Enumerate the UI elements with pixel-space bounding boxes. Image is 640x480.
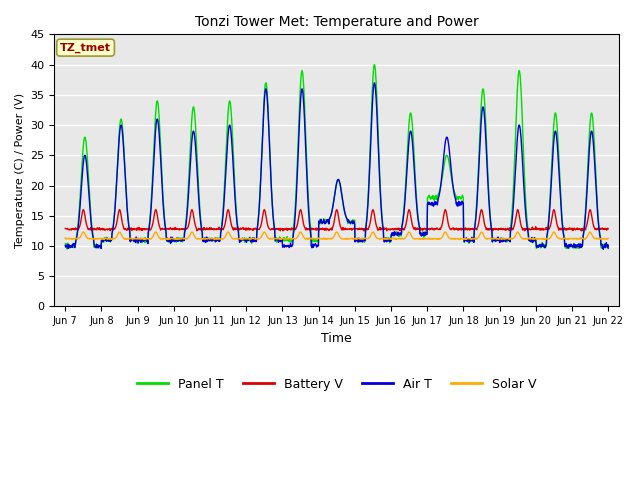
Battery V [422,227,429,232]
Line: Solar V: Solar V [65,232,608,240]
Air T [371,80,378,86]
Air T [182,222,190,228]
Battery V [360,228,368,234]
Battery V [79,207,87,213]
Air T [243,239,251,244]
Panel T [422,231,429,237]
Title: Tonzi Tower Met: Temperature and Power: Tonzi Tower Met: Temperature and Power [195,15,479,29]
Battery V [604,226,612,232]
Air T [421,230,429,236]
Air T [604,245,612,251]
Solar V [183,236,191,241]
Panel T [371,62,378,68]
Battery V [541,227,548,232]
Air T [600,246,607,252]
Solar V [604,236,612,241]
Solar V [79,229,87,235]
Panel T [63,246,71,252]
Panel T [493,237,500,242]
Air T [540,243,548,249]
Text: TZ_tmet: TZ_tmet [60,43,111,53]
Solar V [541,236,548,242]
Panel T [243,236,251,241]
Panel T [541,243,548,249]
Battery V [170,225,177,231]
Panel T [61,241,69,247]
Battery V [182,226,190,231]
Air T [61,242,69,248]
Battery V [61,226,69,231]
Solar V [244,236,252,241]
Line: Battery V: Battery V [65,210,608,231]
Panel T [182,214,190,220]
Panel T [170,238,177,244]
Solar V [170,236,177,242]
Line: Panel T: Panel T [65,65,608,249]
Solar V [422,235,429,241]
Air T [169,237,177,242]
Battery V [493,226,500,231]
Y-axis label: Temperature (C) / Power (V): Temperature (C) / Power (V) [15,93,25,248]
X-axis label: Time: Time [321,332,352,345]
Solar V [493,236,500,241]
Battery V [243,226,251,231]
Solar V [100,237,108,242]
Air T [492,238,500,243]
Panel T [604,242,612,248]
Line: Air T: Air T [65,83,608,249]
Legend: Panel T, Battery V, Air T, Solar V: Panel T, Battery V, Air T, Solar V [132,372,541,396]
Solar V [61,235,69,241]
